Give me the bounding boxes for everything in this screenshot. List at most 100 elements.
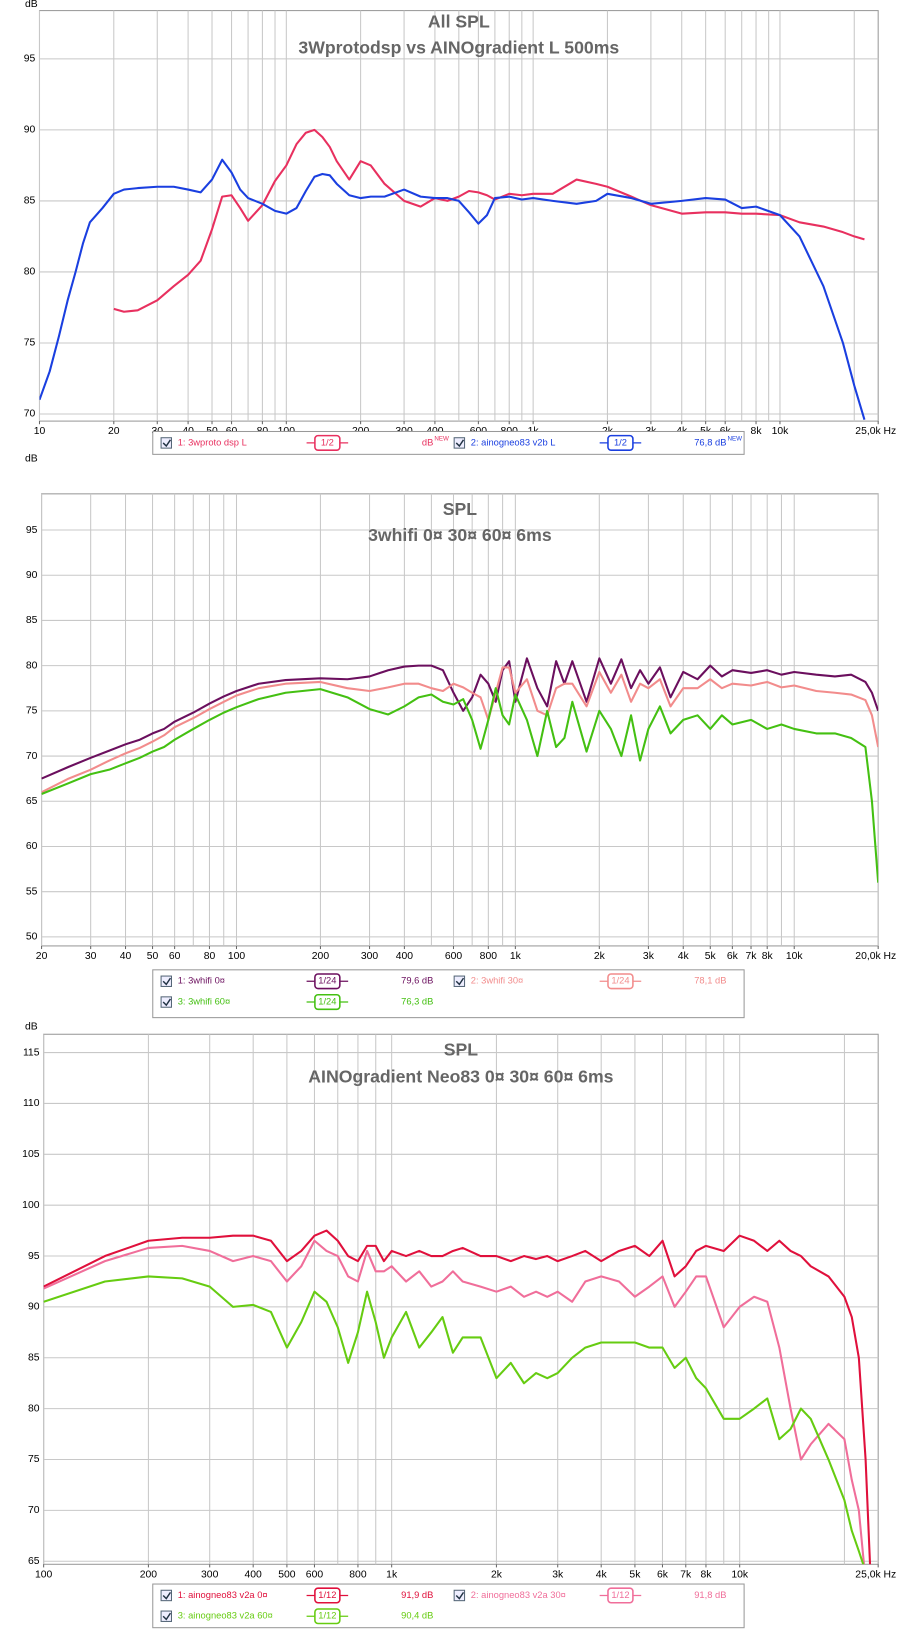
y-tick-label: 90 (24, 125, 36, 136)
x-tick-label: 10k (786, 951, 804, 962)
x-tick-label: 8k (751, 426, 763, 437)
x-tick-label: 10k (731, 1569, 749, 1580)
x-tick-label: 80 (204, 951, 216, 962)
legend-level: 76,8 dB (694, 437, 726, 447)
legend-level-tag: NEW (727, 435, 742, 442)
y-tick-label: 95 (28, 1251, 40, 1262)
x-tick-label: 500 (278, 1569, 296, 1580)
x-tick-label: 8k (762, 951, 774, 962)
x-tick-label: 25,0k Hz (855, 1569, 896, 1580)
series-line (41, 666, 879, 794)
x-tick-label: 300 (201, 1569, 219, 1580)
legend-label: 1: 3whifi 0¤ (178, 976, 225, 986)
plot-area (43, 1033, 879, 1565)
y-tick-label: 85 (26, 615, 38, 626)
y-axis-label: dB (25, 1022, 38, 1033)
x-tick-label: 200 (312, 951, 330, 962)
legend-box (152, 969, 745, 1019)
y-axis-label: dB (25, 453, 38, 464)
x-tick-label: 4k (596, 1569, 608, 1580)
legend-checkbox (160, 1589, 172, 1602)
legend-smoothing-box (314, 1587, 341, 1604)
legend-checkbox (453, 975, 466, 987)
legend-smoothing-box (314, 1608, 341, 1625)
x-tick-label: 60 (169, 951, 181, 962)
legend-level: 78,1 dB (694, 976, 726, 986)
legend-checkbox (453, 437, 466, 449)
legend-smoothing-box (607, 973, 634, 990)
legend-smoothing: 1/12 (611, 1590, 629, 1600)
y-axis-label: dB (25, 0, 38, 10)
x-tick-label: 20 (36, 951, 48, 962)
y-tick-label: 80 (28, 1403, 40, 1414)
legend-smoothing-box (607, 1587, 634, 1604)
legend-checkbox (160, 996, 172, 1008)
legend-smoothing: 1/24 (318, 976, 336, 986)
y-tick-label: 95 (24, 54, 36, 65)
legend-checkbox (453, 1589, 466, 1602)
legend-smoothing-box (314, 434, 341, 451)
x-tick-label: 6k (727, 951, 739, 962)
x-tick-label: 300 (361, 951, 379, 962)
y-tick-label: 75 (24, 338, 36, 349)
legend-smoothing: 1/12 (318, 1611, 336, 1621)
x-tick-label: 800 (349, 1569, 367, 1580)
y-tick-label: 85 (28, 1353, 40, 1364)
x-tick-label: 2k (594, 951, 606, 962)
legend-smoothing-box (314, 993, 341, 1011)
y-tick-label: 85 (24, 196, 36, 207)
x-tick-label: 25,0k Hz (855, 426, 896, 437)
x-tick-label: 100 (35, 1569, 53, 1580)
legend-smoothing: 1/24 (318, 997, 336, 1007)
chart-title: SPL (443, 499, 478, 519)
x-tick-label: 10k (772, 426, 790, 437)
y-tick-label: 65 (26, 796, 38, 807)
x-tick-label: 8k (700, 1569, 712, 1580)
series-line (41, 687, 879, 883)
legend-level: dB (422, 437, 433, 447)
legend-smoothing-box (607, 434, 634, 451)
chart-title: SPL (444, 1040, 479, 1060)
legend-box (152, 430, 745, 455)
x-tick-label: 30 (85, 951, 97, 962)
x-tick-label: 20 (108, 426, 120, 437)
y-tick-label: 105 (22, 1149, 40, 1160)
x-tick-label: 1k (510, 951, 522, 962)
plot-area (41, 493, 879, 947)
y-tick-label: 50 (26, 932, 38, 943)
x-tick-label: 600 (306, 1569, 324, 1580)
y-tick-label: 55 (26, 886, 38, 897)
y-tick-label: 70 (28, 1505, 40, 1516)
x-tick-label: 5k (705, 951, 717, 962)
x-tick-label: 1k (386, 1569, 398, 1580)
x-tick-label: 50 (147, 951, 159, 962)
y-tick-label: 90 (26, 570, 38, 581)
y-tick-label: 70 (24, 409, 36, 420)
legend-label: 2: 3whifi 30¤ (471, 976, 523, 986)
series-line (43, 1239, 866, 1565)
x-tick-label: 7k (680, 1569, 692, 1580)
legend-check (455, 439, 465, 448)
x-tick-label: 5k (629, 1569, 641, 1580)
x-tick-label: 400 (396, 951, 414, 962)
legend-checkbox (160, 1610, 172, 1622)
plot-lines (41, 657, 879, 883)
y-tick-label: 110 (23, 1098, 40, 1109)
series-line (43, 1275, 865, 1565)
chart-title: All SPL (428, 12, 490, 32)
legend-smoothing: 1/12 (318, 1590, 336, 1600)
x-tick-label: 2k (491, 1569, 503, 1580)
legend-level: 91,8 dB (694, 1590, 726, 1600)
legend-smoothing: 1/2 (321, 437, 334, 447)
legend-check (455, 1591, 465, 1600)
x-tick-label: 100 (228, 951, 246, 962)
y-tick-label: 80 (24, 267, 36, 278)
x-tick-label: 7k (746, 951, 758, 962)
legend-smoothing-box (314, 973, 341, 990)
series-line (43, 1229, 872, 1565)
legend-label: 3: ainogneo83 v2a 60¤ (178, 1611, 273, 1621)
x-tick-label: 600 (445, 951, 463, 962)
chart-subtitle: AINOgradient Neo83 0¤ 30¤ 60¤ 6ms (308, 1067, 613, 1087)
